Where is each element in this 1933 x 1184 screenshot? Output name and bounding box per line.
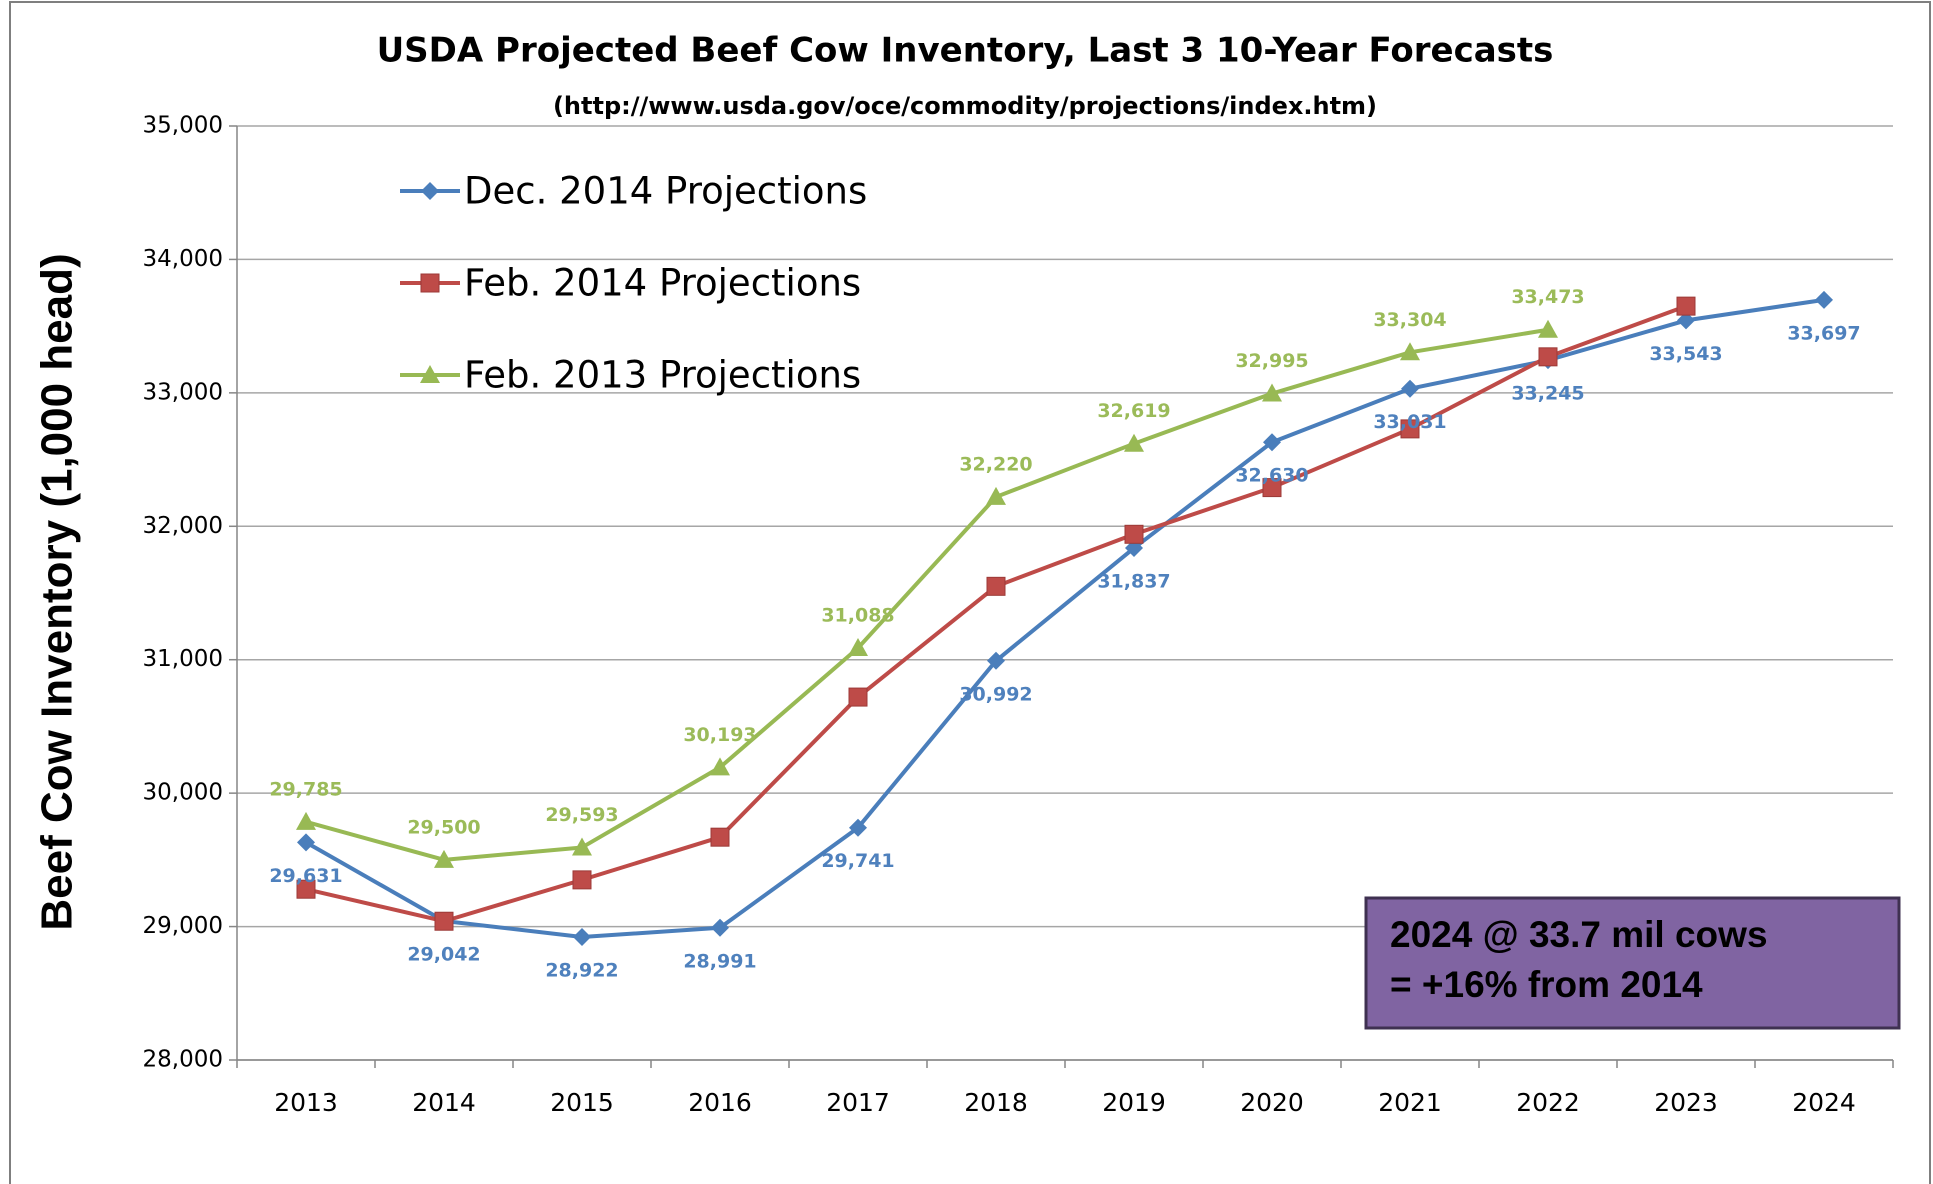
marker xyxy=(572,870,592,890)
marker xyxy=(848,637,868,656)
data-label: 32,220 xyxy=(959,453,1032,475)
marker xyxy=(1401,379,1419,398)
y-tick-label: 30,000 xyxy=(143,780,223,806)
legend-marker xyxy=(420,273,440,293)
data-label: 33,543 xyxy=(1649,343,1722,365)
data-label: 33,031 xyxy=(1373,411,1446,433)
marker xyxy=(987,651,1005,670)
y-tick-label: 32,000 xyxy=(143,513,223,539)
legend-label: Dec. 2014 Projections xyxy=(464,170,867,213)
chart-subtitle: (http://www.usda.gov/oce/commodity/proje… xyxy=(553,92,1377,120)
data-label: 33,697 xyxy=(1787,322,1860,344)
data-label: 33,245 xyxy=(1511,383,1584,405)
legend-marker xyxy=(420,365,440,383)
marker xyxy=(711,918,729,937)
data-label: 29,593 xyxy=(545,804,618,826)
x-tick-label: 2015 xyxy=(550,1088,614,1117)
x-tick-label: 2024 xyxy=(1792,1088,1856,1117)
data-label: 29,785 xyxy=(269,778,342,800)
marker xyxy=(986,486,1006,505)
marker xyxy=(1124,433,1144,452)
chart-border xyxy=(9,1,1931,1184)
marker xyxy=(848,687,868,707)
marker xyxy=(710,827,730,847)
data-label: 32,619 xyxy=(1097,400,1170,422)
annotation-text: 2024 @ 33.7 mil cows xyxy=(1390,914,1768,955)
marker xyxy=(1262,478,1282,498)
marker xyxy=(573,927,591,946)
data-label: 30,992 xyxy=(959,683,1032,705)
marker xyxy=(1124,524,1144,544)
annotation-text: = +16% from 2014 xyxy=(1390,964,1703,1005)
data-label: 28,991 xyxy=(683,950,756,972)
data-label: 32,630 xyxy=(1235,465,1308,487)
series-line xyxy=(305,304,1687,924)
data-label: 32,995 xyxy=(1235,350,1308,372)
data-label: 31,837 xyxy=(1097,571,1170,593)
marker xyxy=(710,757,730,776)
x-tick-label: 2023 xyxy=(1654,1088,1718,1117)
y-tick-label: 33,000 xyxy=(143,379,223,405)
marker xyxy=(986,576,1006,596)
legend-marker xyxy=(421,182,439,200)
y-tick-label: 35,000 xyxy=(143,113,223,139)
data-label: 29,631 xyxy=(269,865,342,887)
marker xyxy=(1676,296,1696,316)
data-label: 28,922 xyxy=(545,959,618,981)
x-tick-label: 2013 xyxy=(274,1088,338,1117)
marker xyxy=(1815,290,1833,309)
x-tick-label: 2020 xyxy=(1240,1088,1304,1117)
data-label: 29,042 xyxy=(407,943,480,965)
marker xyxy=(296,811,316,830)
series-line xyxy=(305,327,1549,862)
x-tick-label: 2017 xyxy=(826,1088,890,1117)
marker xyxy=(1263,433,1281,452)
data-label: 29,741 xyxy=(821,850,894,872)
chart-title: USDA Projected Beef Cow Inventory, Last … xyxy=(377,31,1554,71)
x-tick-label: 2022 xyxy=(1516,1088,1580,1117)
marker xyxy=(1400,342,1420,361)
x-tick-label: 2019 xyxy=(1102,1088,1166,1117)
marker xyxy=(849,818,867,837)
y-tick-label: 29,000 xyxy=(143,913,223,939)
marker xyxy=(297,833,315,852)
marker xyxy=(1538,319,1558,338)
data-label: 33,304 xyxy=(1373,309,1446,331)
series-line xyxy=(305,297,1825,939)
y-axis-label: Beef Cow Inventory (1,000 head) xyxy=(33,253,82,930)
x-tick-label: 2018 xyxy=(964,1088,1028,1117)
data-label: 30,193 xyxy=(683,724,756,746)
annotation-box xyxy=(1364,896,1901,1030)
x-tick-label: 2014 xyxy=(412,1088,476,1117)
x-tick-label: 2021 xyxy=(1378,1088,1442,1117)
y-tick-label: 31,000 xyxy=(143,646,223,672)
legend-label: Feb. 2013 Projections xyxy=(464,354,861,397)
marker xyxy=(434,911,454,931)
marker xyxy=(1262,383,1282,402)
marker xyxy=(296,879,316,899)
legend-label: Feb. 2014 Projections xyxy=(464,262,861,305)
data-label: 31,088 xyxy=(821,604,894,626)
data-label: 29,500 xyxy=(407,816,480,838)
marker xyxy=(572,837,592,856)
marker xyxy=(434,849,454,868)
marker xyxy=(1677,311,1695,330)
marker xyxy=(1400,419,1420,439)
x-tick-label: 2016 xyxy=(688,1088,752,1117)
y-tick-label: 28,000 xyxy=(143,1047,223,1073)
data-label: 33,473 xyxy=(1511,286,1584,308)
marker xyxy=(1538,347,1558,367)
y-tick-label: 34,000 xyxy=(143,246,223,272)
